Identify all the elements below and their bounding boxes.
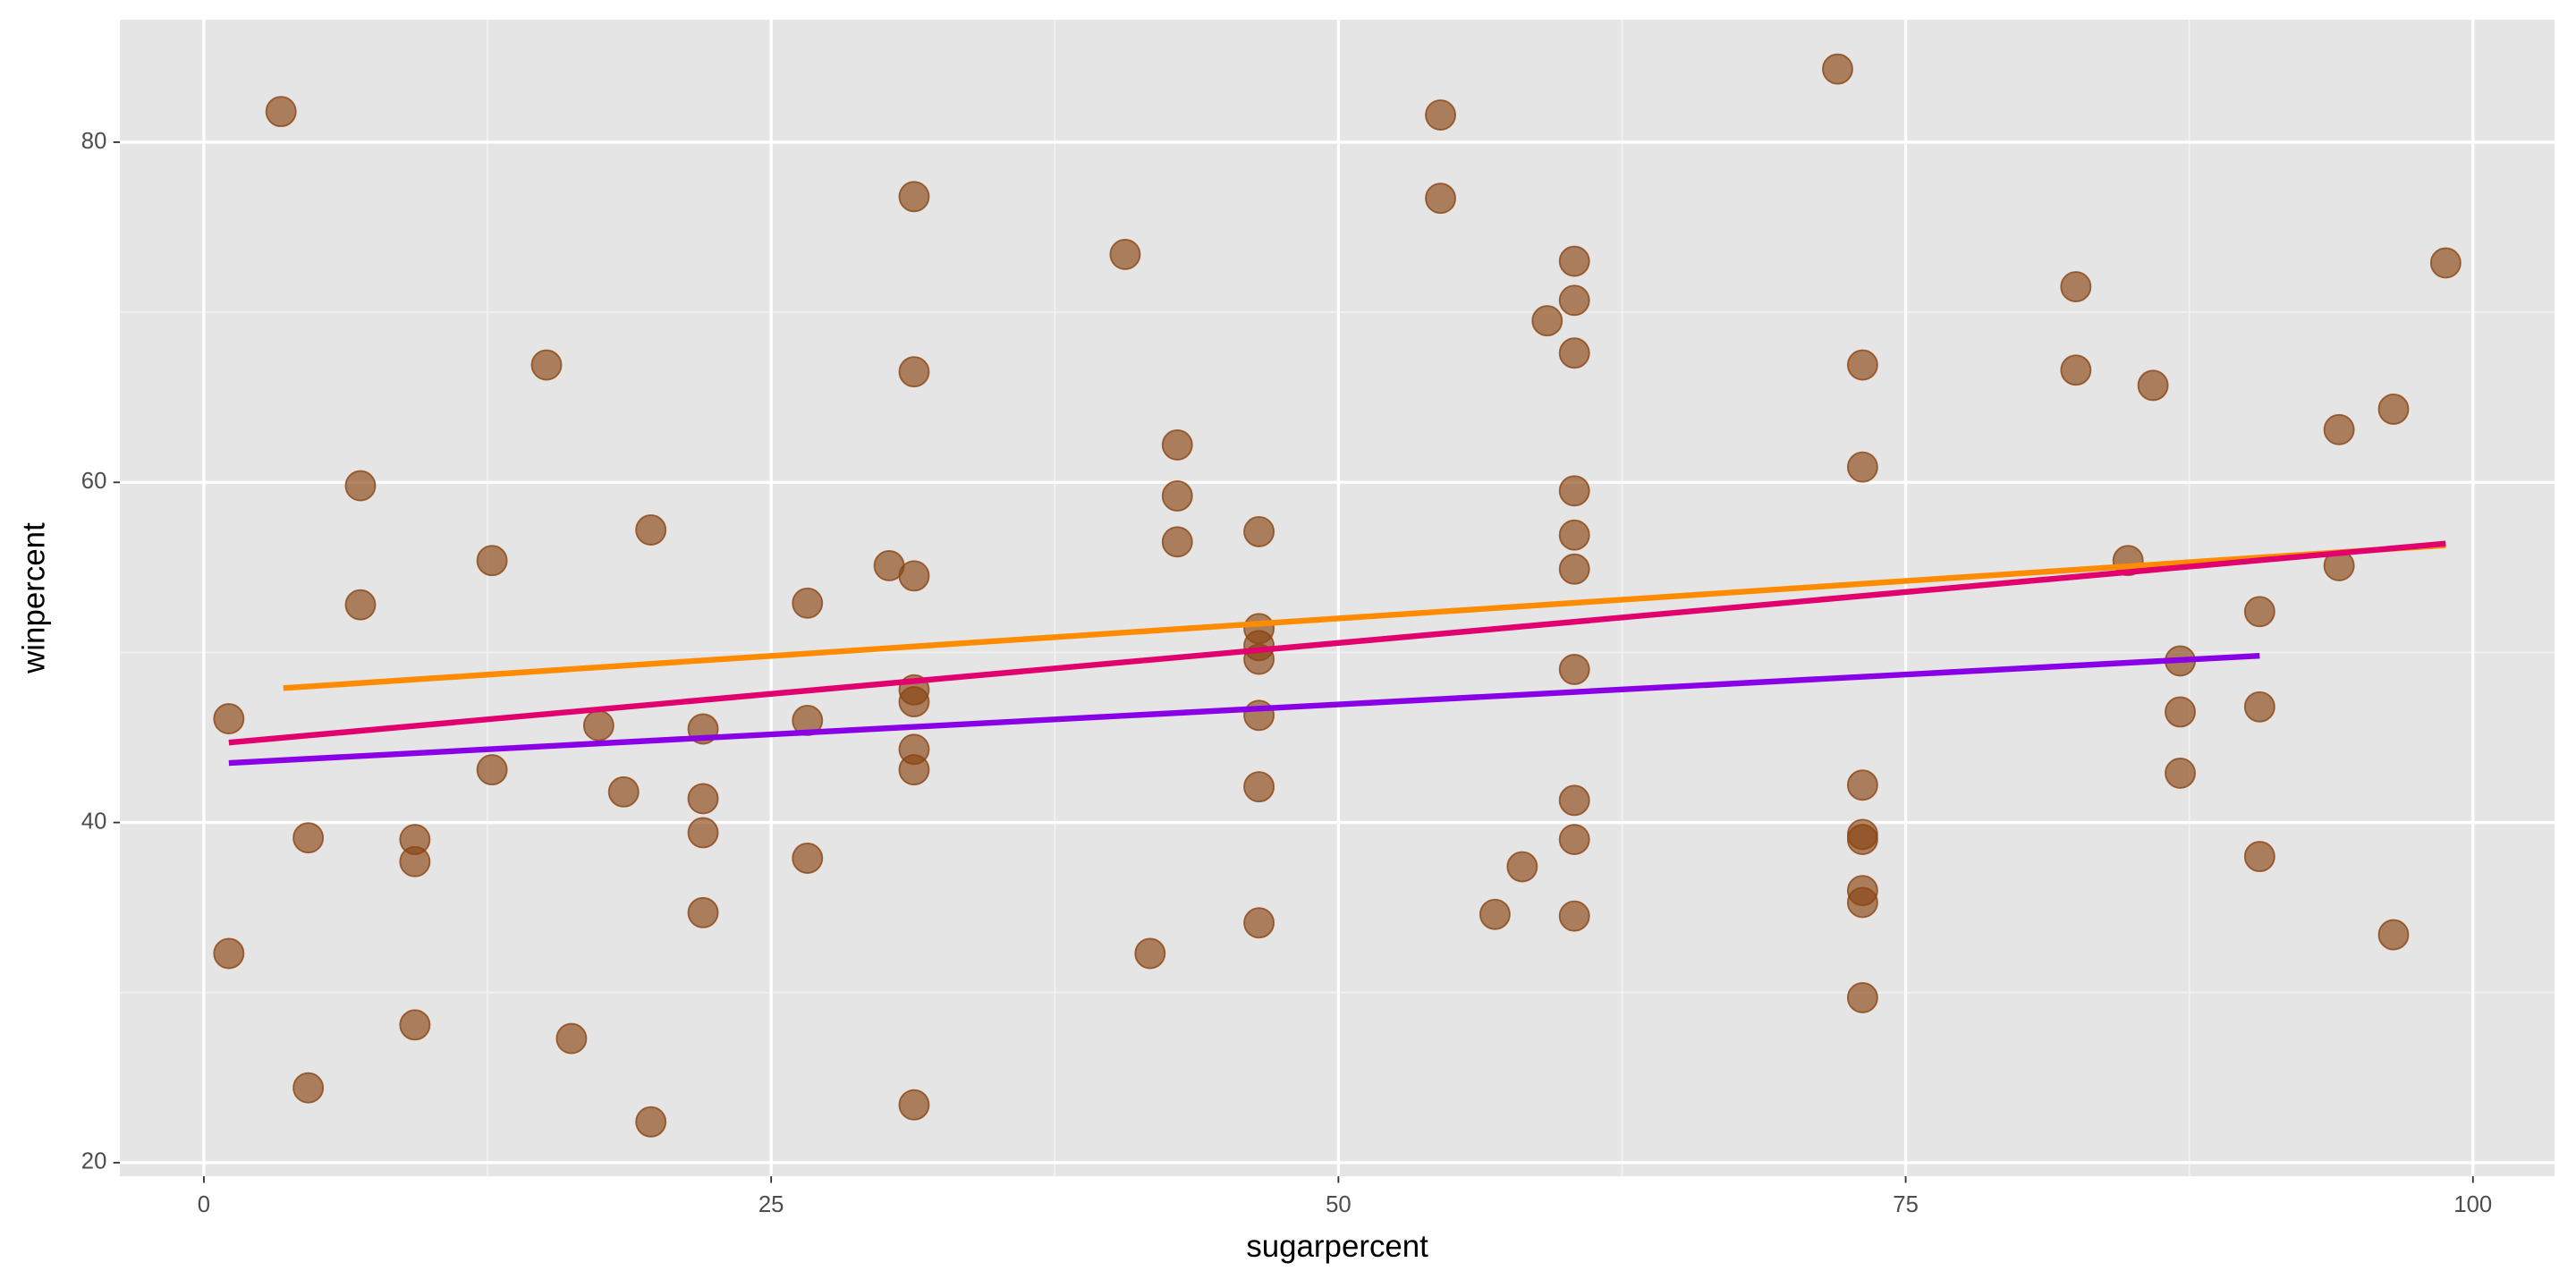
y-tick-label: 40 xyxy=(81,809,107,834)
point xyxy=(1558,284,1590,317)
point xyxy=(1134,937,1166,970)
point xyxy=(1109,239,1141,270)
point xyxy=(2137,369,2169,402)
point xyxy=(1425,182,1456,215)
point xyxy=(687,817,719,849)
point xyxy=(1243,907,1275,939)
y-tick-label: 80 xyxy=(81,129,107,154)
point xyxy=(476,754,508,786)
grid xyxy=(120,20,2555,1177)
point xyxy=(1558,824,1590,856)
y-tick-label: 60 xyxy=(81,469,107,494)
point xyxy=(344,470,377,502)
point xyxy=(2243,691,2275,723)
point xyxy=(687,896,719,928)
point xyxy=(898,1089,930,1121)
point xyxy=(2243,596,2275,628)
point xyxy=(1558,475,1590,507)
point xyxy=(1558,900,1590,932)
axes: 0 25 50 75 100 20 40 60 80 xyxy=(81,129,2492,1217)
point xyxy=(2165,696,2196,728)
point xyxy=(1425,99,1456,131)
point xyxy=(1161,428,1193,461)
fit-line xyxy=(228,540,2446,746)
point xyxy=(555,1022,588,1055)
point xyxy=(213,937,245,970)
marks xyxy=(213,53,2462,1138)
point xyxy=(1506,851,1538,883)
fit-line xyxy=(283,542,2446,691)
point xyxy=(1161,526,1193,558)
point xyxy=(1558,553,1590,585)
point xyxy=(1243,699,1275,732)
point xyxy=(399,845,431,877)
point xyxy=(792,587,824,619)
point xyxy=(687,783,719,815)
point xyxy=(1558,784,1590,817)
point xyxy=(2377,919,2410,951)
point xyxy=(530,349,563,381)
point xyxy=(1243,771,1275,803)
point xyxy=(2060,354,2092,386)
point xyxy=(792,843,824,874)
point xyxy=(1846,349,1878,381)
point xyxy=(213,703,245,735)
point xyxy=(1558,245,1590,277)
y-tick-label: 20 xyxy=(81,1149,107,1174)
point xyxy=(1558,519,1590,551)
x-tick-label: 50 xyxy=(1326,1192,1352,1217)
point xyxy=(292,1072,325,1104)
point xyxy=(898,560,930,592)
point xyxy=(265,96,297,128)
point xyxy=(898,754,930,786)
x-tick-label: 25 xyxy=(758,1192,784,1217)
point xyxy=(1243,515,1275,547)
point xyxy=(476,545,508,577)
point xyxy=(1479,898,1511,930)
point xyxy=(292,822,325,854)
x-axis-title: sugarpercent xyxy=(1246,1229,1428,1264)
point xyxy=(1846,769,1878,801)
point xyxy=(898,686,930,718)
point xyxy=(635,1106,667,1138)
point xyxy=(1846,981,1878,1013)
point xyxy=(1558,337,1590,369)
point xyxy=(2243,841,2275,873)
point xyxy=(344,589,377,621)
point xyxy=(635,514,667,546)
point xyxy=(607,775,640,808)
point xyxy=(2429,247,2462,279)
point xyxy=(1846,824,1878,856)
x-tick-label: 75 xyxy=(1893,1192,1919,1217)
point xyxy=(399,1009,431,1041)
point xyxy=(1846,886,1878,919)
point xyxy=(898,356,930,388)
point xyxy=(2377,394,2410,425)
point xyxy=(2323,413,2355,445)
point xyxy=(2165,757,2196,789)
fit-line xyxy=(228,653,2260,767)
point xyxy=(1846,451,1878,483)
y-axis-title: winpercent xyxy=(17,522,52,674)
point xyxy=(2060,271,2092,303)
point xyxy=(1822,53,1853,85)
x-tick-label: 100 xyxy=(2453,1192,2492,1217)
point xyxy=(1161,480,1193,512)
point xyxy=(1558,653,1590,685)
point xyxy=(898,181,930,213)
point xyxy=(582,709,614,741)
point xyxy=(1531,305,1563,337)
x-tick-label: 0 xyxy=(198,1192,210,1217)
